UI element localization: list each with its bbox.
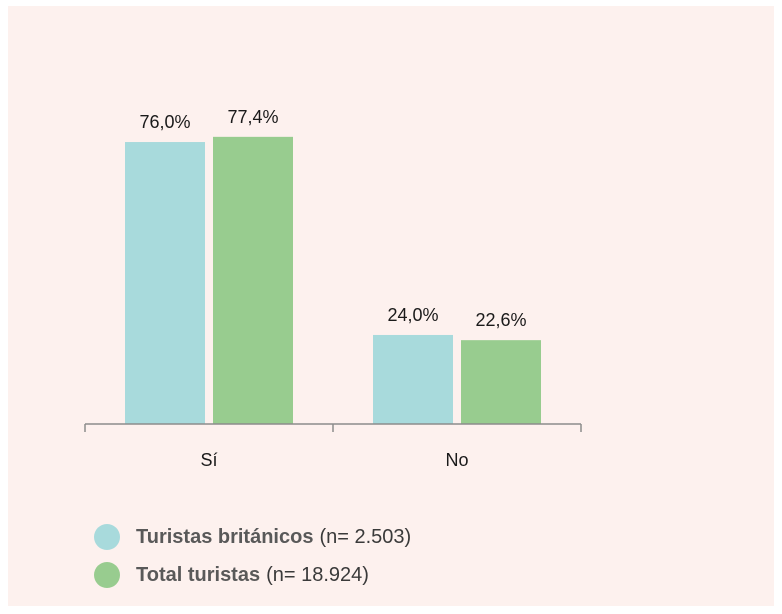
legend-sample-size: (n= 18.924) (266, 563, 369, 586)
chart-panel: 76,0% 77,4% Sí 24,0% 22,6% No Turistas britán… (8, 6, 774, 606)
bar (125, 142, 205, 425)
category-label: Sí (200, 450, 217, 470)
data-label: 24,0% (387, 305, 438, 325)
legend-label: Total turistas (136, 563, 261, 586)
bar (373, 334, 453, 424)
legend-item-total-turistas: Total turistas (n= 18.924) (94, 556, 411, 594)
data-label: 77,4% (227, 107, 278, 127)
legend-item-turistas-britanicos: Turistas británicos (n= 2.503) (94, 518, 411, 556)
data-label: 22,6% (475, 310, 526, 330)
data-label: 76,0% (139, 112, 190, 132)
bar (461, 340, 541, 424)
legend-swatch-total-turistas (94, 562, 120, 588)
legend-sample-size: (n= 2.503) (319, 525, 412, 548)
bar-chart: 76,0% 77,4% Sí 24,0% 22,6% No (84, 107, 582, 470)
category-label: No (445, 450, 468, 470)
legend-swatch-turistas-britanicos (94, 524, 120, 550)
bar (213, 136, 293, 424)
legend-label: Turistas británicos (136, 525, 314, 548)
legend: Turistas británicos (n= 2.503) Total tur… (94, 518, 411, 594)
